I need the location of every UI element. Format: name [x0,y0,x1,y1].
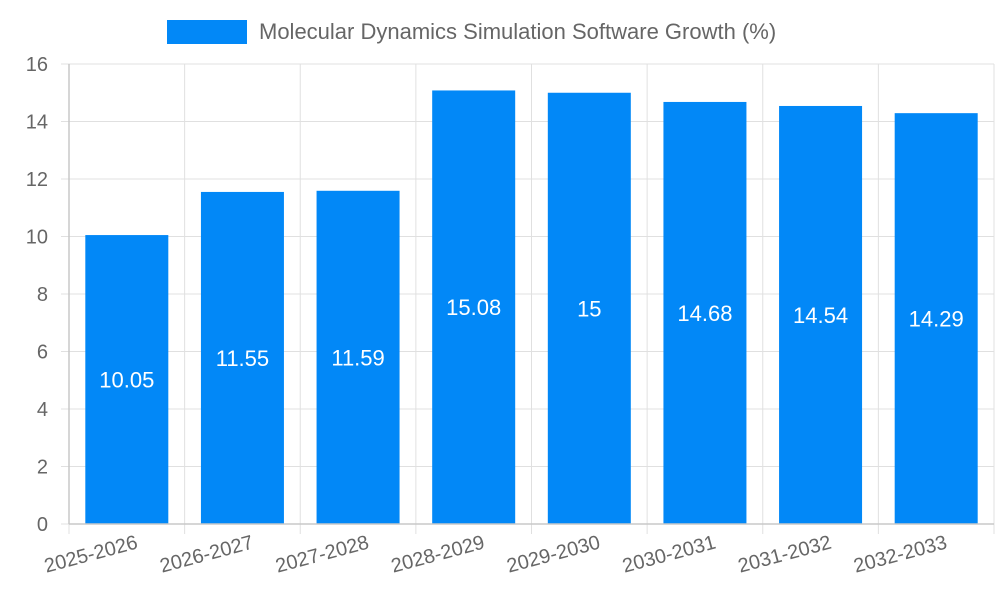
y-tick-label: 6 [37,342,48,364]
bar-value-label: 15.08 [446,295,501,320]
bar-value-label: 11.59 [331,345,384,370]
x-tick-label: 2030-2031 [620,532,718,578]
y-tick-label: 16 [26,54,48,76]
x-tick-label: 2027-2028 [273,532,371,578]
bars [85,90,978,524]
bar [894,113,978,524]
y-tick-label: 4 [37,399,48,421]
bar [547,92,631,524]
bar [432,90,516,524]
y-tick-label: 2 [37,457,48,479]
x-tick-label: 2025-2026 [42,532,140,578]
value-labels: 10.05 11.55 11.59 15.08 15 14.68 14.54 14.29 [99,295,963,392]
y-tick-label: 12 [26,169,48,191]
x-tick-label: 2028-2029 [389,532,487,578]
bar [200,191,284,524]
x-tick-label: 2031-2032 [736,532,834,578]
x-tick-label: 2029-2030 [505,532,603,578]
bar [316,190,400,524]
bar [85,235,169,524]
y-axis-ticks: 0 2 4 6 8 10 12 14 16 [26,54,48,536]
x-tick-label: 2026-2027 [158,532,256,578]
bar-value-label: 15 [577,296,601,321]
y-tick-label: 0 [37,514,48,536]
x-tick-label: 2032-2033 [851,532,949,578]
bar [663,101,747,524]
bar-value-label: 14.68 [677,301,732,326]
x-axis-ticks: 2025-2026 2026-2027 2027-2028 2028-2029 2029… [42,532,949,578]
y-tick-label: 14 [26,112,48,134]
legend-label: Molecular Dynamics Simulation Software G… [259,19,776,44]
legend-swatch [167,20,247,44]
bar-value-label: 10.05 [99,368,154,393]
bar-value-label: 14.29 [909,307,964,332]
y-tick-label: 10 [26,227,48,249]
bar-value-label: 11.55 [216,346,269,371]
bar-value-label: 14.54 [793,303,848,328]
bar [779,105,863,524]
y-tick-label: 8 [37,284,48,306]
legend: Molecular Dynamics Simulation Software G… [167,19,776,44]
